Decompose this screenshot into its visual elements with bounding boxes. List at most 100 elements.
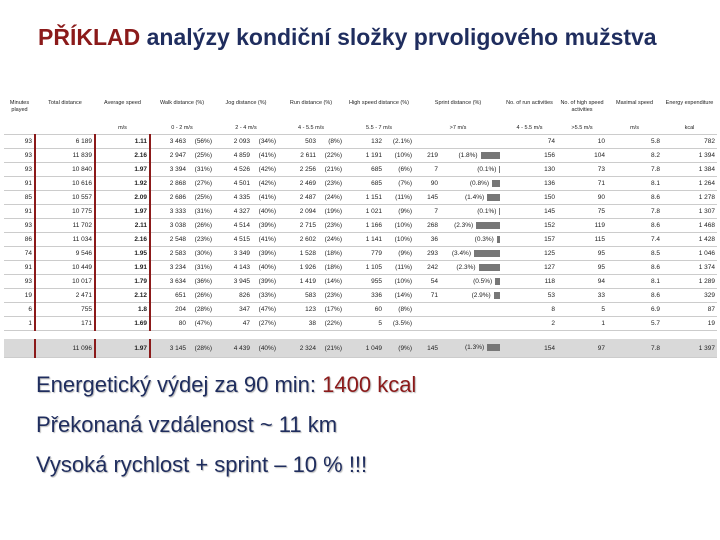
cell-text: 1 141 [365,236,382,243]
cell: (36%) [188,274,214,289]
cell: (40%) [252,339,278,358]
cell: (27%) [252,316,278,331]
cell: 150 [502,190,558,205]
cell: 1 289 [662,274,718,289]
cell-text: 1.69 [134,320,147,327]
cell: 1.8 [94,302,151,317]
cell: 8.1 [607,176,663,191]
cell-text: 2 487 [299,194,316,201]
cell: (39%) [252,218,278,233]
cell-text: (2.9%) [471,292,491,300]
cell: 47 [214,316,252,331]
unit-cell: m/s [95,122,150,135]
cell: (9%) [384,246,415,261]
cell: (31%) [188,260,214,275]
cell: 2 [502,316,558,331]
cell-text: 4 514 [233,222,250,229]
cell-text: 11 034 [72,236,92,243]
cell-text: 1.8 [137,306,147,313]
cell: (2.1%) [384,134,415,149]
cell: (2.3%) [440,260,503,275]
cell: 90 [414,176,441,191]
cell: (40%) [252,204,278,219]
cell: 97 [557,339,608,358]
cell-text: (42%) [258,180,276,187]
cell: 10 557 [34,190,95,205]
cell: 1 926 [278,260,318,275]
cell: 86 [4,232,35,247]
cell: (1.8%) [440,148,503,163]
cell: 74 [502,134,558,149]
unit-cell: 5.5 - 7 m/s [344,122,415,135]
cell-text: (23%) [324,292,342,299]
cell: 2 256 [278,162,318,177]
cell: 85 [4,190,35,205]
cell: (1.4%) [440,190,503,205]
data-row: 85 10 557 2.09 2 686 (25%) 4 335 (41%) 2 487 (24… [4,190,718,205]
cell: 1 [557,316,608,331]
cell-text: 1 528 [299,250,316,257]
cell-text: 1.97 [134,208,147,215]
cell: 779 [344,246,384,261]
cell-text: 73 [597,166,606,173]
cell-text: (24%) [324,236,342,243]
cell: 93 [4,162,35,177]
cell-text: 1 384 [698,166,716,173]
cell: (1.3%) [440,339,503,358]
cell: 123 [278,302,318,317]
cell-text: 955 [371,278,382,285]
cell-text: 132 [371,138,382,145]
cell: 755 [34,302,95,317]
cell: 95 [557,260,608,275]
cell: 74 [4,246,35,261]
cell: 71 [557,176,608,191]
bullet: Překonaná vzdálenost ~ 11 km [36,412,416,452]
cell-text: 7.8 [650,344,661,352]
cell-text: 10 775 [72,208,92,215]
sprint-bar [499,165,501,173]
sprint-bar [495,277,501,285]
data-row: 91 10 775 1.97 3 333 (31%) 4 327 (40%) 2 094 (19… [4,204,718,219]
cell: 955 [344,274,384,289]
header-cell: Energy expenditure [665,100,714,106]
cell-text: 1 049 [365,344,382,352]
cell-text: 2.16 [134,236,147,243]
cell: 8.6 [607,260,663,275]
cell-text: 1.97 [134,166,147,173]
cell-text: 136 [544,180,556,187]
cell-text: (39%) [258,222,276,229]
unit-cell: m/s [607,122,663,135]
cell: 651 [150,288,188,303]
cell-text: (23%) [194,236,212,243]
cell: (17%) [318,302,344,317]
header-cell: No. of high speed activities [560,100,604,113]
cell-text: 1.91 [134,264,147,271]
cell-text: 1 264 [698,180,716,187]
cell-text: (27%) [194,180,212,187]
cell-text: (42%) [258,166,276,173]
data-row: 93 10 017 1.79 3 634 (36%) 3 945 (39%) 1 419 (14… [4,274,718,289]
cell: 115 [557,232,608,247]
cell: 3 634 [150,274,188,289]
cell: (11%) [384,260,415,275]
cell-text: (11%) [395,264,413,271]
cell: (47%) [188,316,214,331]
cell: (0.3%) [440,232,503,247]
cell: 119 [557,218,608,233]
cell: 8 [502,302,558,317]
cell: 10 775 [34,204,95,219]
cell: 11 839 [34,148,95,163]
cell: 19 [662,316,718,331]
cell-text: 6 189 [75,138,92,145]
cell: 685 [344,162,384,177]
cell: 8.1 [607,274,663,289]
cell-text: 90 [597,194,606,201]
cell: 268 [414,218,441,233]
cell-text: 93 [24,278,32,285]
cell-text: 1 [601,320,606,327]
cell-text: 242 [427,264,439,271]
cell-text: (26%) [194,292,212,299]
unit-cell [35,122,95,135]
cell: (21%) [318,162,344,177]
data-row: 93 11 839 2.16 2 947 (25%) 4 859 (41%) 2 611 (22… [4,148,718,163]
